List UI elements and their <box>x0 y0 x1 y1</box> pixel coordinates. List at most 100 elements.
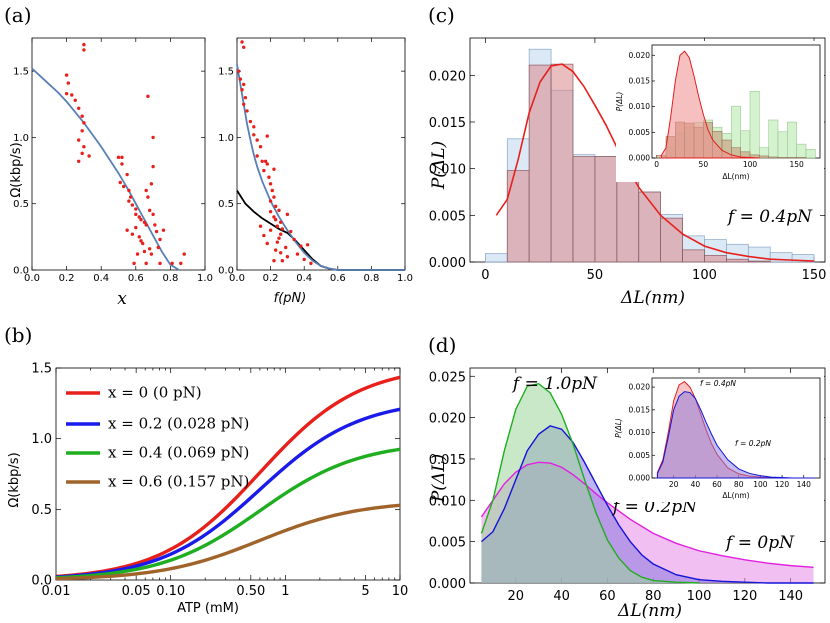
panel-c-red-bar <box>572 156 596 263</box>
panel-a-left-data-point <box>80 114 84 118</box>
panel-a-left-data-point <box>182 252 186 256</box>
panel-a-left-data-point <box>158 261 162 266</box>
panel-b-ylabel: Ω(kbp/s) <box>7 452 22 507</box>
panel-d-inset-ylabel: P(ΔL) <box>614 418 623 438</box>
panel-c-inset-xtick-label: 100 <box>743 160 758 169</box>
panel-a-right-data-point <box>255 154 259 158</box>
panel-a-left-data-point <box>128 195 133 199</box>
panel-d-inset-series-label-1: f = 0.2pN <box>735 439 771 448</box>
panel-d-series-label-0: f = 0pN <box>724 533 795 553</box>
panel-a-right-data-point <box>305 243 310 247</box>
panel-a-left-data-point <box>144 188 148 193</box>
panel-c-red-bar <box>528 64 552 263</box>
panel-d-xtick-label: 100 <box>687 589 712 604</box>
panel-a-left-xtick-label: 0.0 <box>24 273 40 284</box>
panel-b-curve-1 <box>55 407 401 579</box>
panel-d-xtick-label: 60 <box>599 589 616 604</box>
panel-a-left-data-point <box>146 94 150 99</box>
panel-a-label: (a) <box>4 3 32 27</box>
panel-c-inset-ytick-label: 0.020 <box>629 51 651 60</box>
panel-a-left-data-point <box>82 42 86 47</box>
panel-a-right-data-point <box>275 240 280 244</box>
panel-a-left-data-point <box>116 155 121 160</box>
panel-a-right-data-point <box>242 45 246 49</box>
panel-b-xtick-label: 0.50 <box>236 584 265 599</box>
panel-c-red-bar <box>704 255 727 263</box>
panel-d-xlabel: ΔL(nm) <box>617 601 682 621</box>
panel-a-right-data-point <box>238 77 243 81</box>
panel-b-curve-2 <box>55 447 401 580</box>
panel-a-right-data-point <box>273 248 278 252</box>
panel-b-ytick-label: 1.5 <box>31 362 52 377</box>
panel-d-xtick-label: 20 <box>508 589 525 604</box>
panel-a-left-data-point <box>156 245 160 250</box>
panel-a-left-xtick-label: 0.2 <box>59 273 75 284</box>
panel-c-inset-green-bar <box>787 121 797 159</box>
panel-a-left-data-point <box>144 223 148 227</box>
panel-d-inset-series-label-0: f = 0.4pN <box>700 379 736 388</box>
panel-c-blue-bar <box>484 253 508 263</box>
panel-c-blue-bar <box>791 254 815 263</box>
panel-a-right-data-point <box>278 232 283 236</box>
panel-a-left-data-point <box>142 220 147 224</box>
panel-c-red-bar <box>550 63 574 263</box>
panel-d-series-label-2: f = 1.0pN <box>511 374 598 394</box>
panel-a-right-data-point <box>284 245 288 250</box>
panel-a-right-xtick-label: 0.6 <box>330 273 346 284</box>
panel-c-inset-red-curve <box>660 50 760 159</box>
panel-a-right-data-point <box>268 228 273 232</box>
panel-a-ylabel: Ω(kbp/s) <box>9 142 24 197</box>
panel-a-left-data-point <box>121 184 126 189</box>
panel-a-right-xtick-label: 1.0 <box>397 273 413 284</box>
panel-a-left-data-point <box>77 138 81 142</box>
panel-a-left-data-point <box>118 180 122 185</box>
panel-d-ytick-label: 0.010 <box>429 494 466 509</box>
panel-a-right-ytick-label: 1.5 <box>218 67 234 78</box>
panel-c-inset-green-bar <box>805 149 816 159</box>
panel-a-left-data-point <box>127 188 131 193</box>
panel-d-inset-xtick-label: 140 <box>797 480 812 489</box>
panel-a-right-data-point <box>270 188 274 193</box>
panel-a: Ω(kbp/s) x f(pN) 0.0 0.2 0.4 0.6 0.8 1.00.00.… <box>9 37 413 309</box>
panel-a-right-data-point <box>252 133 256 137</box>
panel-a-left-xtick-label: 1.0 <box>197 273 213 284</box>
panel-b-legend: x = 0 (0 pN) x = 0.2 (0.028 pN) x = 0.4 (0… <box>66 384 249 491</box>
panel-b-xtick-label: 10 <box>392 584 409 599</box>
panel-a-right-data-point <box>278 251 283 255</box>
panel-a-right-data-point <box>265 162 269 166</box>
panel-a-right-data-point <box>285 212 290 217</box>
panel-b-curve-3 <box>55 503 401 581</box>
panel-a-left-data-point <box>134 225 138 230</box>
panel-a-right-data-point <box>272 259 276 263</box>
panel-a-left-fit-curve <box>31 67 180 271</box>
panel-a-left-data-point <box>154 229 159 234</box>
panel-b-plot: 0.01 0.05 0.10 0.50 1 5 10 0.0 0.5 1.0 1.5 <box>31 362 408 600</box>
panel-a-left-data-point <box>135 252 140 256</box>
panel-a-right-data-point <box>240 40 244 44</box>
panel-a-left-data-point <box>149 252 154 256</box>
panel-d-inset-xlabel: ΔL(nm) <box>722 491 749 500</box>
panel-a-left-data-point <box>137 235 141 239</box>
panel-c-inset-brown-bar <box>759 155 769 159</box>
panel-a-left-data-point <box>134 207 138 211</box>
panel-a-right-data-point <box>240 88 244 92</box>
panel-a-left-frame <box>31 37 206 271</box>
panel-c-red-bar <box>726 258 749 263</box>
panel-d-inset-ytick-label: 0.015 <box>629 405 651 414</box>
panel-a-left-xlabel: x <box>117 289 127 309</box>
panel-a-left-data-point <box>77 106 81 110</box>
panel-c-inset-brown-bar <box>796 157 807 159</box>
panel-c-xtick-label: 50 <box>587 268 604 283</box>
panel-a-left-data-point <box>146 195 150 199</box>
panel-c-ylabel: P(ΔL) <box>429 141 449 190</box>
panel-a-left-data-point <box>147 208 152 213</box>
panel-a-right-data-point <box>262 233 266 238</box>
panel-a-right-blue-curve <box>236 64 405 271</box>
panel-c-inset-ytick-label: 0.005 <box>629 128 651 137</box>
panel-a-right-data-point <box>272 167 276 171</box>
panel-b-legend-label-0: x = 0 (0 pN) <box>108 384 202 402</box>
panel-c-red-bar <box>682 249 705 263</box>
panel-c-red-bar <box>747 260 771 263</box>
panel-d-inset-ytick-label: 0.005 <box>629 451 651 460</box>
panel-a-right-data-point <box>263 159 268 163</box>
